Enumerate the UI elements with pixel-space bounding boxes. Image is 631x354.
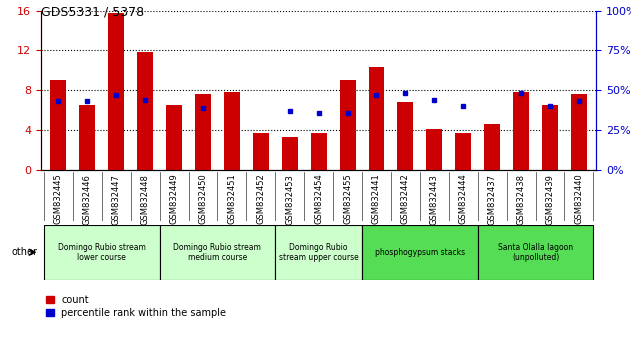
- Text: Domingo Rubio stream
lower course: Domingo Rubio stream lower course: [58, 242, 146, 262]
- Bar: [542, 105, 558, 170]
- Text: GSM832449: GSM832449: [170, 174, 179, 224]
- Text: GSM832454: GSM832454: [314, 174, 323, 224]
- Text: Santa Olalla lagoon
(unpolluted): Santa Olalla lagoon (unpolluted): [498, 242, 573, 262]
- Text: GSM832452: GSM832452: [256, 174, 265, 224]
- Text: GSM832442: GSM832442: [401, 174, 410, 224]
- Bar: [310, 133, 327, 170]
- Bar: [362, 225, 478, 280]
- Text: GSM832450: GSM832450: [199, 174, 208, 224]
- Bar: [275, 225, 362, 280]
- Text: phosphogypsum stacks: phosphogypsum stacks: [375, 248, 465, 257]
- Text: GSM832440: GSM832440: [574, 174, 584, 224]
- Text: GSM832443: GSM832443: [430, 174, 439, 224]
- Bar: [427, 129, 442, 170]
- Text: other: other: [12, 247, 38, 257]
- Bar: [282, 137, 298, 170]
- Text: Domingo Rubio
stream upper course: Domingo Rubio stream upper course: [279, 242, 358, 262]
- Bar: [160, 225, 275, 280]
- Text: GSM832448: GSM832448: [141, 174, 150, 224]
- Bar: [398, 102, 413, 170]
- Text: GSM832441: GSM832441: [372, 174, 381, 224]
- Text: GSM832447: GSM832447: [112, 174, 121, 224]
- Text: GDS5331 / 5378: GDS5331 / 5378: [41, 5, 144, 18]
- Bar: [513, 92, 529, 170]
- Bar: [456, 133, 471, 170]
- Bar: [369, 67, 384, 170]
- Bar: [224, 92, 240, 170]
- Bar: [109, 13, 124, 170]
- Bar: [484, 124, 500, 170]
- Text: GSM832437: GSM832437: [488, 174, 497, 225]
- Bar: [166, 105, 182, 170]
- Bar: [50, 80, 66, 170]
- Text: GSM832455: GSM832455: [343, 174, 352, 224]
- Legend: count, percentile rank within the sample: count, percentile rank within the sample: [46, 295, 227, 318]
- Bar: [44, 225, 160, 280]
- Text: GSM832451: GSM832451: [227, 174, 237, 224]
- Bar: [195, 94, 211, 170]
- Text: GSM832444: GSM832444: [459, 174, 468, 224]
- Bar: [80, 105, 95, 170]
- Text: GSM832446: GSM832446: [83, 174, 91, 224]
- Text: Domingo Rubio stream
medium course: Domingo Rubio stream medium course: [174, 242, 261, 262]
- Text: GSM832439: GSM832439: [546, 174, 555, 224]
- Bar: [571, 94, 587, 170]
- Text: GSM832453: GSM832453: [285, 174, 294, 224]
- Text: GSM832445: GSM832445: [54, 174, 63, 224]
- Bar: [253, 133, 269, 170]
- Text: GSM832438: GSM832438: [517, 174, 526, 225]
- Bar: [137, 52, 153, 170]
- Bar: [339, 80, 355, 170]
- Bar: [478, 225, 593, 280]
